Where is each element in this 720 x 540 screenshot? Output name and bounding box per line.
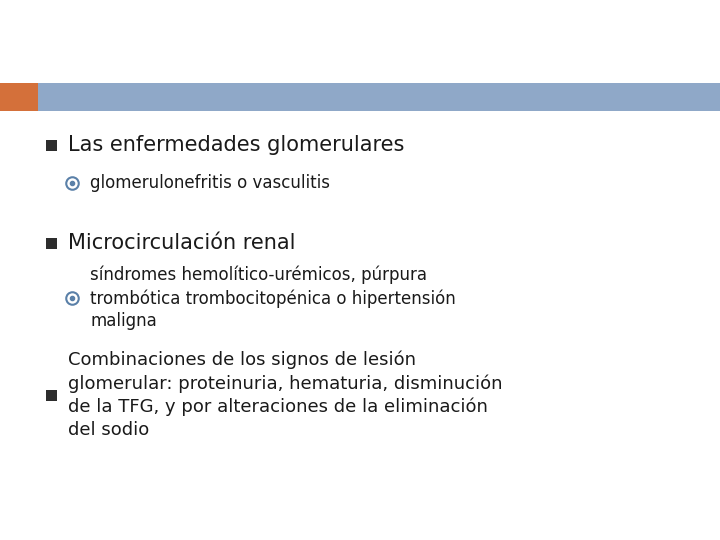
Bar xyxy=(46,238,57,248)
Bar xyxy=(0,83,720,111)
Text: Microcirculación renal: Microcirculación renal xyxy=(68,233,295,253)
Text: síndromes hemolítico-urémicos, púrpura
trombótica trombocitopénica o hipertensió: síndromes hemolítico-urémicos, púrpura t… xyxy=(90,266,456,330)
Text: Combinaciones de los signos de lesión
glomerular: proteinuria, hematuria, dismin: Combinaciones de los signos de lesión gl… xyxy=(68,350,503,439)
Bar xyxy=(46,389,57,401)
Text: Las enfermedades glomerulares: Las enfermedades glomerulares xyxy=(68,135,405,155)
Bar xyxy=(0,83,38,111)
Bar xyxy=(46,139,57,151)
Text: glomerulonefritis o vasculitis: glomerulonefritis o vasculitis xyxy=(90,174,330,192)
